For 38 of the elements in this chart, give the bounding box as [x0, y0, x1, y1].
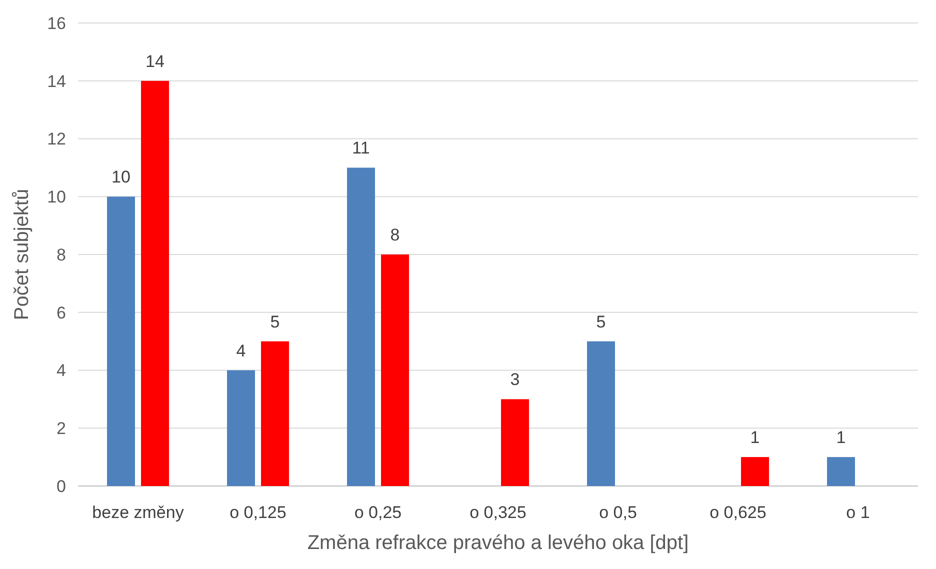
x-axis-title: Změna refrakce pravého a levého oka [dpt]	[307, 532, 689, 554]
bar	[141, 80, 169, 486]
data-label: 10	[112, 168, 130, 187]
bar	[381, 254, 409, 486]
y-axis-title: Počet subjektů	[11, 188, 33, 320]
data-label: 11	[352, 138, 370, 158]
y-tick-label: 14	[47, 72, 66, 91]
data-label: 3	[510, 370, 520, 390]
data-label: 4	[236, 341, 246, 360]
bar	[261, 341, 289, 486]
x-tick-label: o 1	[846, 503, 870, 522]
y-tick-label: 6	[56, 303, 66, 322]
bar	[227, 370, 255, 486]
bar	[107, 196, 135, 486]
x-tick-label: o 0,25	[354, 503, 402, 522]
y-tick-label: 4	[56, 361, 66, 380]
data-label: 5	[270, 312, 280, 332]
x-tick-label: o 0,625	[710, 503, 766, 522]
y-tick-label: 2	[56, 419, 66, 438]
data-label: 5	[596, 312, 606, 332]
x-tick-label: o 0,5	[599, 503, 637, 522]
bar	[347, 168, 375, 486]
y-tick-label: 10	[47, 188, 66, 207]
x-tick-label: beze změny	[92, 503, 184, 522]
bar	[501, 399, 529, 486]
data-label: 1	[750, 428, 760, 448]
x-tick-label: o 0,125	[230, 503, 286, 522]
data-label: 1	[836, 428, 846, 448]
bar	[827, 457, 855, 486]
y-tick-label: 8	[56, 245, 66, 264]
y-tick-label: 12	[47, 130, 66, 149]
data-label: 8	[390, 226, 400, 244]
y-tick-label: 0	[56, 476, 66, 496]
x-tick-label: o 0,325	[470, 503, 526, 522]
data-label: 14	[146, 52, 164, 71]
bar	[587, 341, 615, 486]
bar	[741, 457, 769, 486]
y-tick-label: 16	[47, 14, 66, 33]
